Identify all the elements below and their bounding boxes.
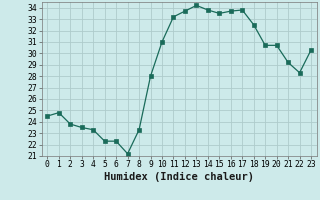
X-axis label: Humidex (Indice chaleur): Humidex (Indice chaleur)	[104, 172, 254, 182]
